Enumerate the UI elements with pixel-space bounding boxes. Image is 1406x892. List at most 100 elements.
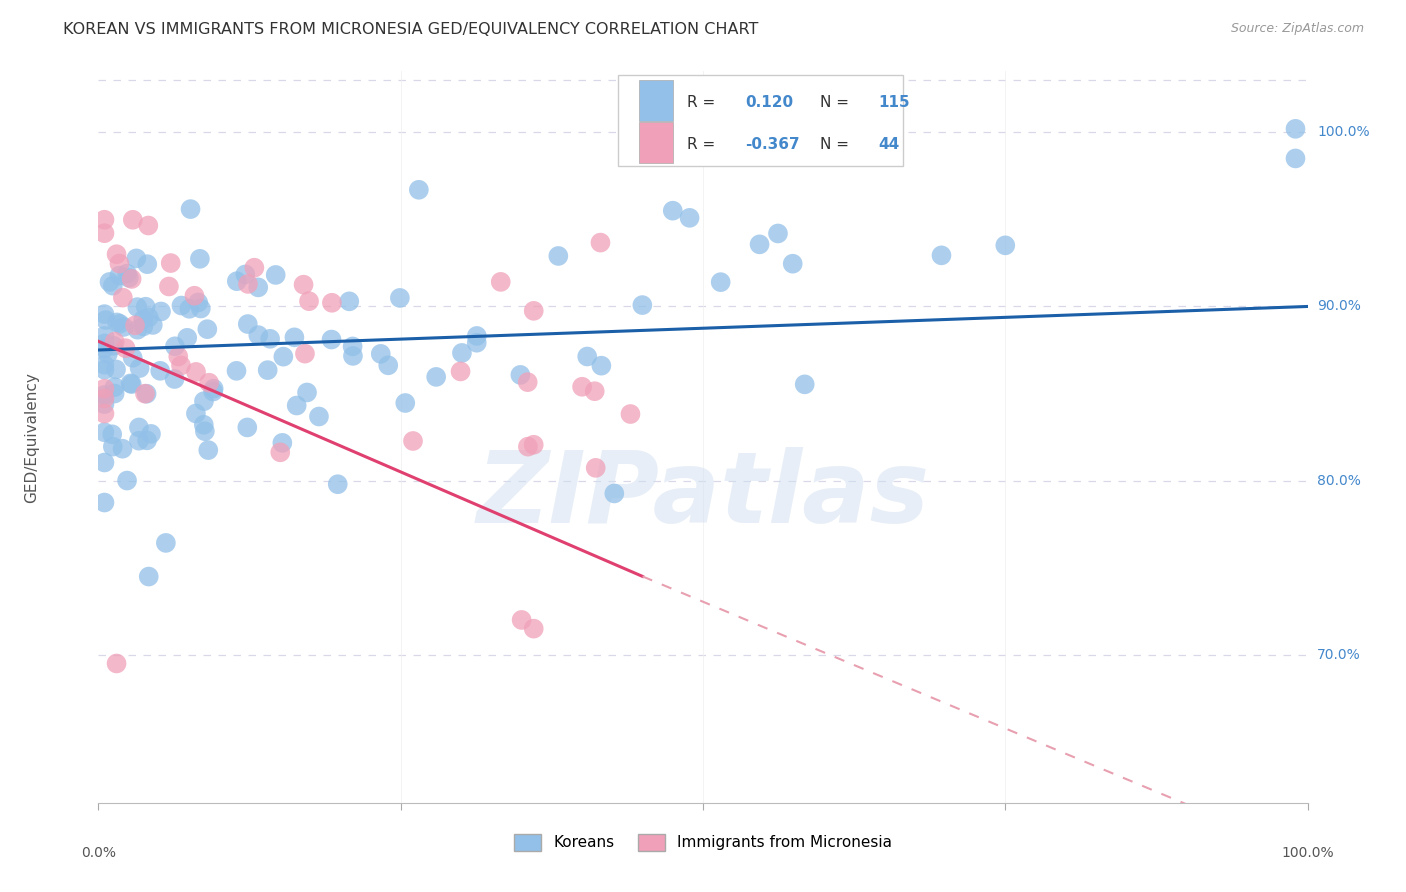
Point <box>295 385 318 400</box>
Point <box>184 407 207 421</box>
Point <box>163 339 186 353</box>
Point <box>283 330 305 344</box>
Point <box>167 350 190 364</box>
Point <box>136 257 159 271</box>
Point <box>465 329 488 343</box>
Point <box>225 364 247 378</box>
Point <box>105 247 128 261</box>
Point <box>193 394 215 409</box>
Point <box>128 420 150 434</box>
Point <box>236 317 259 331</box>
Point <box>342 339 364 353</box>
Text: -0.367: -0.367 <box>745 136 800 152</box>
Point <box>120 376 142 391</box>
Point <box>510 613 533 627</box>
Point <box>619 407 641 421</box>
Point <box>121 272 143 286</box>
Point <box>394 396 416 410</box>
Point <box>136 434 159 448</box>
Point <box>202 382 225 396</box>
Point <box>132 312 155 326</box>
Point <box>179 301 201 316</box>
Point <box>370 347 392 361</box>
Point <box>388 291 411 305</box>
Point <box>93 425 115 440</box>
Point <box>159 256 181 270</box>
Point <box>138 569 160 583</box>
Point <box>193 417 215 432</box>
Point <box>135 300 157 314</box>
Point <box>115 474 138 488</box>
Point <box>264 268 287 282</box>
Text: KOREAN VS IMMIGRANTS FROM MICRONESIA GED/EQUIVALENCY CORRELATION CHART: KOREAN VS IMMIGRANTS FROM MICRONESIA GED… <box>63 22 759 37</box>
Point <box>155 536 177 550</box>
Point <box>571 380 593 394</box>
Point <box>170 359 193 373</box>
Point <box>589 235 612 250</box>
Point <box>247 328 270 343</box>
Text: ZIPatlas: ZIPatlas <box>477 447 929 544</box>
Point <box>142 318 165 332</box>
Point <box>170 299 193 313</box>
Point <box>157 279 180 293</box>
Text: GED/Equivalency: GED/Equivalency <box>24 372 39 502</box>
Point <box>188 252 211 266</box>
Point <box>547 249 569 263</box>
Point <box>294 346 316 360</box>
Text: 90.0%: 90.0% <box>1317 300 1361 313</box>
Point <box>103 339 125 353</box>
Point <box>247 280 270 294</box>
Point <box>1284 121 1306 136</box>
Point <box>115 267 138 281</box>
Text: 100.0%: 100.0% <box>1317 125 1369 139</box>
Point <box>93 336 115 351</box>
Point <box>111 291 134 305</box>
Point <box>194 424 217 438</box>
Point <box>236 420 259 434</box>
Point <box>342 349 364 363</box>
Point <box>516 440 538 454</box>
Point <box>112 320 135 334</box>
Point <box>114 341 136 355</box>
Point <box>111 442 134 456</box>
Point <box>136 219 159 233</box>
Point <box>233 268 256 282</box>
Point <box>187 295 209 310</box>
Point <box>98 275 121 289</box>
Point <box>285 399 308 413</box>
Point <box>710 275 733 289</box>
Point <box>603 486 626 500</box>
Point <box>748 237 770 252</box>
Text: R =: R = <box>688 95 720 110</box>
Point <box>180 202 202 216</box>
Point <box>197 443 219 458</box>
Point <box>93 342 115 356</box>
Point <box>678 211 700 225</box>
Point <box>766 227 789 241</box>
Point <box>93 392 115 406</box>
Point <box>256 363 278 377</box>
Point <box>516 375 538 389</box>
Point <box>509 368 531 382</box>
Point <box>793 377 815 392</box>
Point <box>108 268 131 283</box>
Point <box>93 407 115 421</box>
Point <box>93 388 115 402</box>
Bar <box>638 122 673 162</box>
Point <box>190 301 212 316</box>
Point <box>93 362 115 376</box>
Point <box>243 260 266 275</box>
Point <box>138 310 160 325</box>
Point <box>451 346 474 360</box>
Point <box>108 256 131 270</box>
Point <box>931 248 953 262</box>
Point <box>523 622 546 636</box>
Point <box>93 358 115 372</box>
Point <box>104 386 127 401</box>
Point <box>150 304 173 318</box>
Point <box>128 434 150 448</box>
Text: R =: R = <box>688 136 720 152</box>
FancyBboxPatch shape <box>619 75 903 167</box>
Point <box>450 364 472 378</box>
Point <box>121 212 143 227</box>
